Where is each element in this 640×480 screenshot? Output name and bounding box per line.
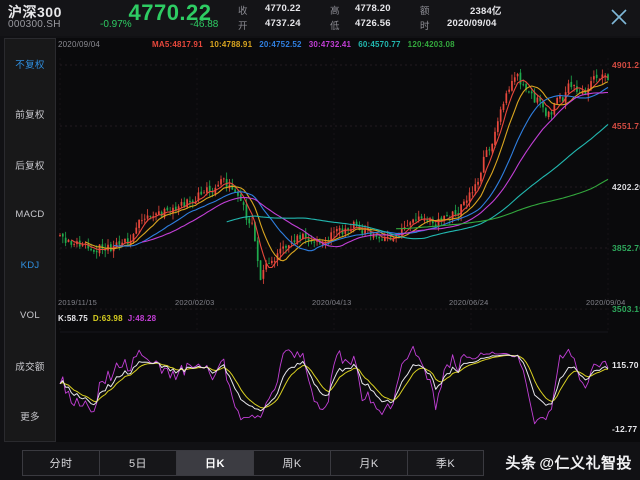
kdj-legend-item-2: J:48.28: [127, 314, 157, 323]
tab-label: 季K: [435, 458, 456, 470]
tab-4[interactable]: 月K: [330, 450, 407, 476]
sidebar-item-2[interactable]: 后复权: [5, 140, 55, 190]
open-value: 4737.24: [265, 18, 301, 29]
time-value: 2020/09/04: [447, 18, 497, 29]
ma-legend-item-1: 10:4788.91: [209, 40, 253, 49]
sidebar-item-label: MACD: [15, 209, 45, 221]
date-axis-label-4: 2020/09/04: [586, 298, 626, 307]
price-axis-label-2: 4202.20: [612, 182, 640, 193]
date-axis-label-2: 2020/04/13: [312, 298, 352, 307]
sidebar-item-label: 后复权: [15, 160, 45, 172]
ma-legend-item-4: 60:4570.77: [358, 40, 401, 49]
sidebar-item-6[interactable]: 成交额: [5, 341, 55, 391]
sidebar-item-label: 更多: [20, 411, 40, 423]
sidebar-item-7[interactable]: 更多: [5, 391, 55, 441]
sidebar-item-label: 前复权: [15, 110, 45, 122]
tab-2[interactable]: 日K: [176, 450, 253, 476]
tab-0[interactable]: 分时: [22, 450, 99, 476]
tab-label: 5日: [128, 458, 148, 470]
brand-source: 头条: [505, 455, 537, 472]
open-label: 开: [238, 21, 248, 32]
period-tabs: 分时 5日 日K 周K 月K 季K: [22, 450, 484, 476]
ma-legend-item-3: 30:4732.41: [308, 40, 352, 49]
sidebar-item-3[interactable]: MACD: [5, 190, 55, 240]
price-axis-label-0: 4901.21: [612, 59, 640, 70]
sidebar-item-4[interactable]: KDJ: [5, 240, 55, 290]
sidebar-item-label: KDJ: [20, 259, 40, 271]
change-percent: -0.97%: [100, 19, 132, 30]
price-axis-label-3: 3852.70: [612, 243, 640, 254]
tab-label: 日K: [205, 458, 225, 470]
kline-chart-canvas[interactable]: [56, 38, 640, 442]
indicator-sidebar: 不复权前复权后复权 MACD KDJ VOL 成交额更多: [4, 38, 56, 442]
amount-label: 额: [420, 6, 430, 17]
kdj-axis-label-1: -12.77: [612, 424, 638, 434]
high-value: 4778.20: [355, 3, 391, 14]
tab-5[interactable]: 季K: [407, 450, 484, 476]
sidebar-item-label: 成交额: [15, 361, 45, 373]
price-axis-label-1: 4551.71: [612, 120, 640, 131]
kdj-axis-label-0: 115.70: [612, 360, 639, 370]
sidebar-item-5[interactable]: VOL: [5, 290, 55, 340]
tab-label: 月K: [359, 458, 379, 470]
price-axis-label-4: 3503.19: [612, 304, 640, 315]
date-axis-label-0: 2019/11/15: [58, 298, 97, 307]
kdj-legend-item-1: D:63.98: [92, 314, 123, 323]
brand-handle: @仁义礼智投: [539, 455, 632, 472]
kdj-legend: K:58.75 D:63.98 J:48.28: [58, 314, 161, 323]
watermark-brand: 头条 @仁义礼智投: [505, 452, 632, 473]
close-icon[interactable]: [608, 6, 630, 28]
low-value: 4726.56: [355, 18, 391, 29]
high-label: 高: [330, 6, 340, 17]
ma-legend-item-2: 20:4752.52: [259, 40, 302, 49]
close-value: 4770.22: [265, 3, 301, 14]
change-absolute: -46.88: [190, 19, 219, 30]
chart-date-label: 2020/09/04: [58, 40, 101, 49]
sidebar-item-label: VOL: [20, 309, 40, 321]
ma-legend-item-5: 120:4203.08: [407, 40, 455, 49]
low-label: 低: [330, 21, 340, 32]
amount-value: 2384亿: [470, 6, 502, 17]
last-price: 4770.22: [128, 0, 212, 25]
date-axis-label-1: 2020/02/03: [175, 298, 215, 307]
quote-header: 沪深300 000300.SH 4770.22 -0.97% -46.88 收 …: [0, 0, 640, 36]
close-label: 收: [238, 6, 248, 17]
sidebar-item-0[interactable]: 不复权: [5, 39, 55, 89]
instrument-code: 000300.SH: [8, 19, 61, 30]
chart-area[interactable]: 2020/09/04 MA5:4817.91 10:4788.91 20:4752.5…: [56, 38, 640, 442]
tab-1[interactable]: 5日: [99, 450, 176, 476]
ma-legend-item-0: MA5:4817.91: [152, 40, 203, 49]
date-axis-label-3: 2020/06/24: [449, 298, 489, 307]
ma-legend: 2020/09/04 MA5:4817.91 10:4788.91 20:4752.5…: [58, 40, 462, 54]
sidebar-item-1[interactable]: 前复权: [5, 89, 55, 139]
tab-label: 分时: [49, 458, 73, 470]
tab-label: 周K: [282, 458, 302, 470]
sidebar-item-label: 不复权: [15, 60, 45, 72]
kdj-legend-item-0: K:58.75: [58, 314, 88, 323]
instrument-name: 沪深300: [8, 4, 62, 20]
tab-3[interactable]: 周K: [253, 450, 330, 476]
time-label: 时: [420, 21, 430, 32]
